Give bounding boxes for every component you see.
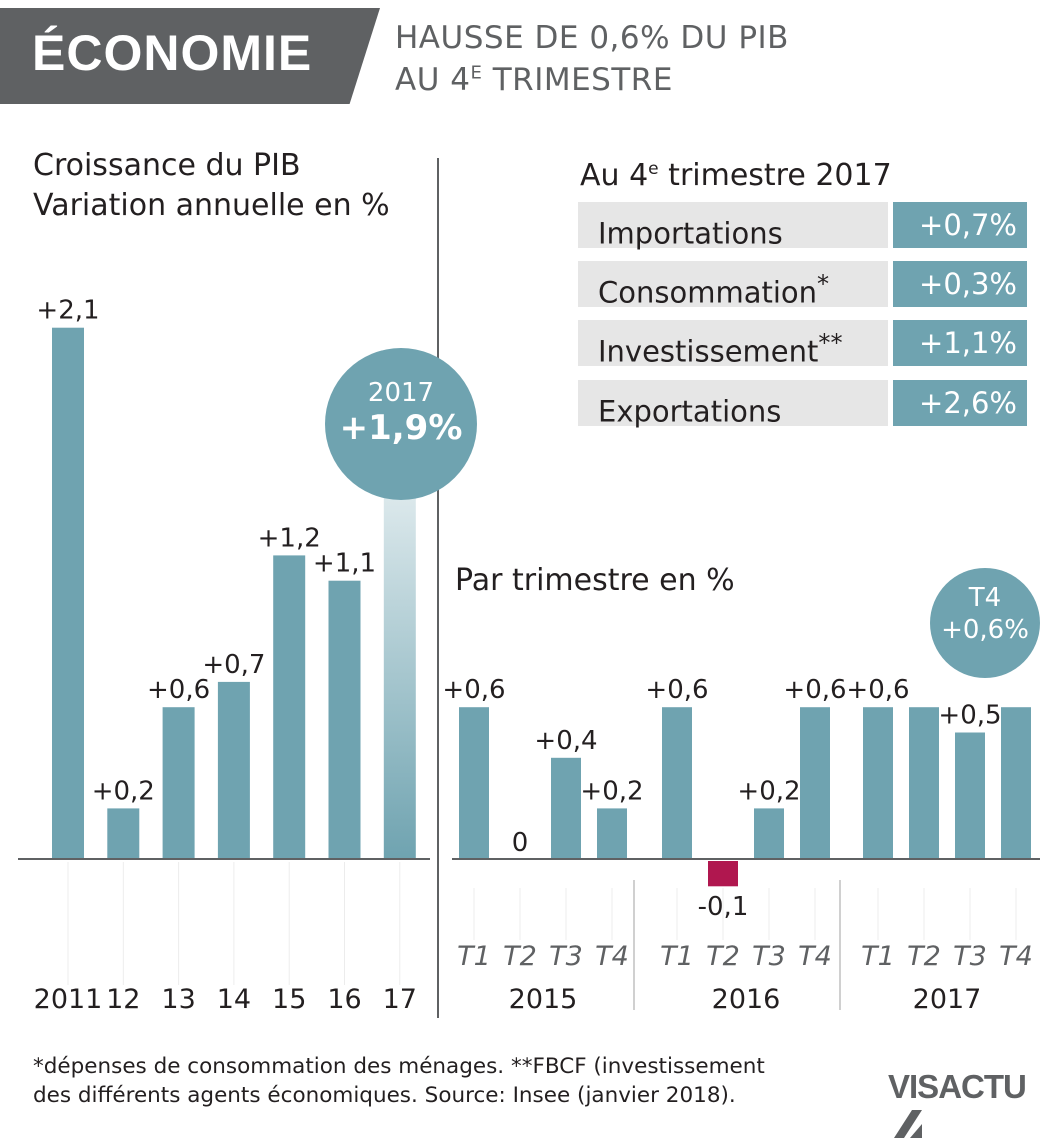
quarter-bar xyxy=(459,707,489,859)
component-row-exportations: Exportations +2,6% xyxy=(578,380,1027,429)
annual-tick-label: 2011 xyxy=(34,984,103,1015)
component-value: +1,1% xyxy=(893,320,1027,366)
quarter-tick-label: T2 xyxy=(503,941,537,972)
components-title: Au 4e trimestre 2017 xyxy=(580,158,892,193)
annual-chart: +2,1 2011 +0,2 12 +0,6 13 +0,7 14 +1,2 15 +1,1 16 17 xyxy=(18,296,430,1015)
quarter-tick-label: T1 xyxy=(457,941,491,972)
annual-data-label: +1,2 xyxy=(258,523,321,553)
quarter-data-label: +0,4 xyxy=(534,726,597,756)
headline-line-1: HAUSSE DE 0,6% DU PIB xyxy=(395,20,789,56)
quarter-bar xyxy=(551,757,581,859)
quarter-tick-label: T3 xyxy=(752,941,786,972)
quarter-tick-label: T1 xyxy=(861,941,895,972)
quarter-data-label: +0,2 xyxy=(580,776,643,806)
annual-bar xyxy=(162,707,195,859)
section-label: ÉCONOMIE xyxy=(32,25,313,81)
component-value: +0,3% xyxy=(893,261,1027,307)
annual-tick-label: 13 xyxy=(161,984,195,1015)
quarterly-chart: +0,6T10T2+0,4T3+0,2T42015+0,6T1-0,1T2+0,… xyxy=(442,675,1040,1015)
brand-mark-icon xyxy=(894,1110,922,1138)
quarter-year-label: 2016 xyxy=(712,984,781,1015)
headline-line-2: AU 4E TRIMESTRE xyxy=(395,62,673,98)
quarter-bar xyxy=(955,732,985,859)
annual-data-label: +1,1 xyxy=(313,549,376,579)
annual-tick-label: 16 xyxy=(327,984,361,1015)
component-value: +0,7% xyxy=(893,202,1027,248)
quarter-data-label: +0,6 xyxy=(645,675,708,705)
footnote: *dépenses de consommation des ménages. *… xyxy=(33,1054,765,1108)
annual-bar xyxy=(52,327,84,859)
highlight-year: 2017 xyxy=(367,378,435,408)
quarter-data-label: 0 xyxy=(512,828,529,858)
annual-data-label: +0,7 xyxy=(202,650,265,680)
quarter-data-label: +0,2 xyxy=(737,776,800,806)
annual-bar xyxy=(273,555,306,859)
component-label: Exportations xyxy=(578,380,888,429)
annual-data-label: +0,2 xyxy=(92,776,155,806)
component-label: Importations xyxy=(578,202,888,251)
quarter-tick-label: T3 xyxy=(953,941,987,972)
annual-tick-label: 12 xyxy=(106,984,140,1015)
component-row-importations: Importations +0,7% xyxy=(578,202,1027,251)
quarter-bar xyxy=(708,861,738,887)
quarter-tick-label: T2 xyxy=(706,941,740,972)
brand-name: VISACTU xyxy=(888,1068,1027,1105)
component-row-consommation: Consommation* +0,3% xyxy=(578,261,1027,310)
highlight-quarter: T4 xyxy=(968,583,1002,613)
component-label: Investissement** xyxy=(578,320,888,369)
quarter-tick-label: T4 xyxy=(999,941,1033,972)
brand-logo: VISACTU xyxy=(888,1068,1063,1138)
quarter-data-label: -0,1 xyxy=(698,892,749,922)
quarter-tick-label: T4 xyxy=(798,941,832,972)
annual-highlight-bubble: 2017 +1,9% xyxy=(325,348,477,500)
highlight-value: +1,9% xyxy=(339,408,463,448)
quarter-bar xyxy=(597,808,627,859)
quarter-bar xyxy=(909,707,939,859)
quarter-tick-label: T4 xyxy=(595,941,629,972)
component-value: +2,6% xyxy=(893,380,1027,426)
quarter-bar xyxy=(800,707,830,859)
annual-bar xyxy=(217,681,250,859)
component-label: Consommation* xyxy=(578,261,888,310)
annual-data-label: +2,1 xyxy=(36,296,99,326)
annual-bar xyxy=(107,808,140,859)
annual-data-label: +0,6 xyxy=(147,675,210,705)
component-row-investissement: Investissement** +1,1% xyxy=(578,320,1027,369)
quarter-bar xyxy=(754,808,784,859)
quarterly-highlight-bubble: T4 +0,6% xyxy=(930,568,1040,678)
quarter-data-label: +0,5 xyxy=(938,701,1001,731)
highlight-quarter-value: +0,6% xyxy=(941,615,1029,645)
quarter-data-label: +0,6 xyxy=(442,675,505,705)
quarter-bar xyxy=(863,707,893,859)
quarterly-title: Par trimestre en % xyxy=(455,563,735,598)
quarter-data-label: +0,6 xyxy=(846,675,909,705)
annual-bar xyxy=(328,580,361,859)
quarter-tick-label: T2 xyxy=(907,941,941,972)
quarter-data-label: +0,6 xyxy=(783,675,846,705)
quarter-year-label: 2017 xyxy=(913,984,982,1015)
header-band xyxy=(0,8,380,104)
quarter-bar xyxy=(662,707,692,859)
quarter-tick-label: T1 xyxy=(660,941,694,972)
annual-tick-label: 14 xyxy=(217,984,251,1015)
annual-tick-label: 17 xyxy=(383,984,417,1015)
quarter-bar xyxy=(1001,707,1031,859)
annual-title: Croissance du PIB Variation annuelle en … xyxy=(33,148,390,223)
annual-tick-label: 15 xyxy=(272,984,306,1015)
quarter-tick-label: T3 xyxy=(549,941,583,972)
quarter-year-label: 2015 xyxy=(509,984,578,1015)
